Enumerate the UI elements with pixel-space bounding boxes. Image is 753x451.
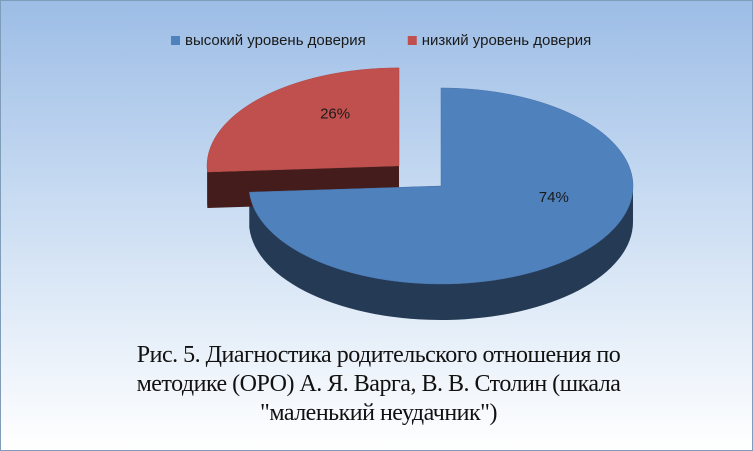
pie-slice [249,87,634,285]
data-label: 74% [539,189,569,206]
data-label: 26% [320,106,350,123]
caption: Рис. 5. Диагностика родительского отноше… [136,342,621,426]
legend-label: низкий уровень доверия [422,32,592,49]
legend-label: высокий уровень доверия [185,32,366,49]
legend-marker [171,36,180,45]
pie-slice [206,67,400,173]
slice-side [249,186,633,320]
legend-marker [407,36,417,45]
